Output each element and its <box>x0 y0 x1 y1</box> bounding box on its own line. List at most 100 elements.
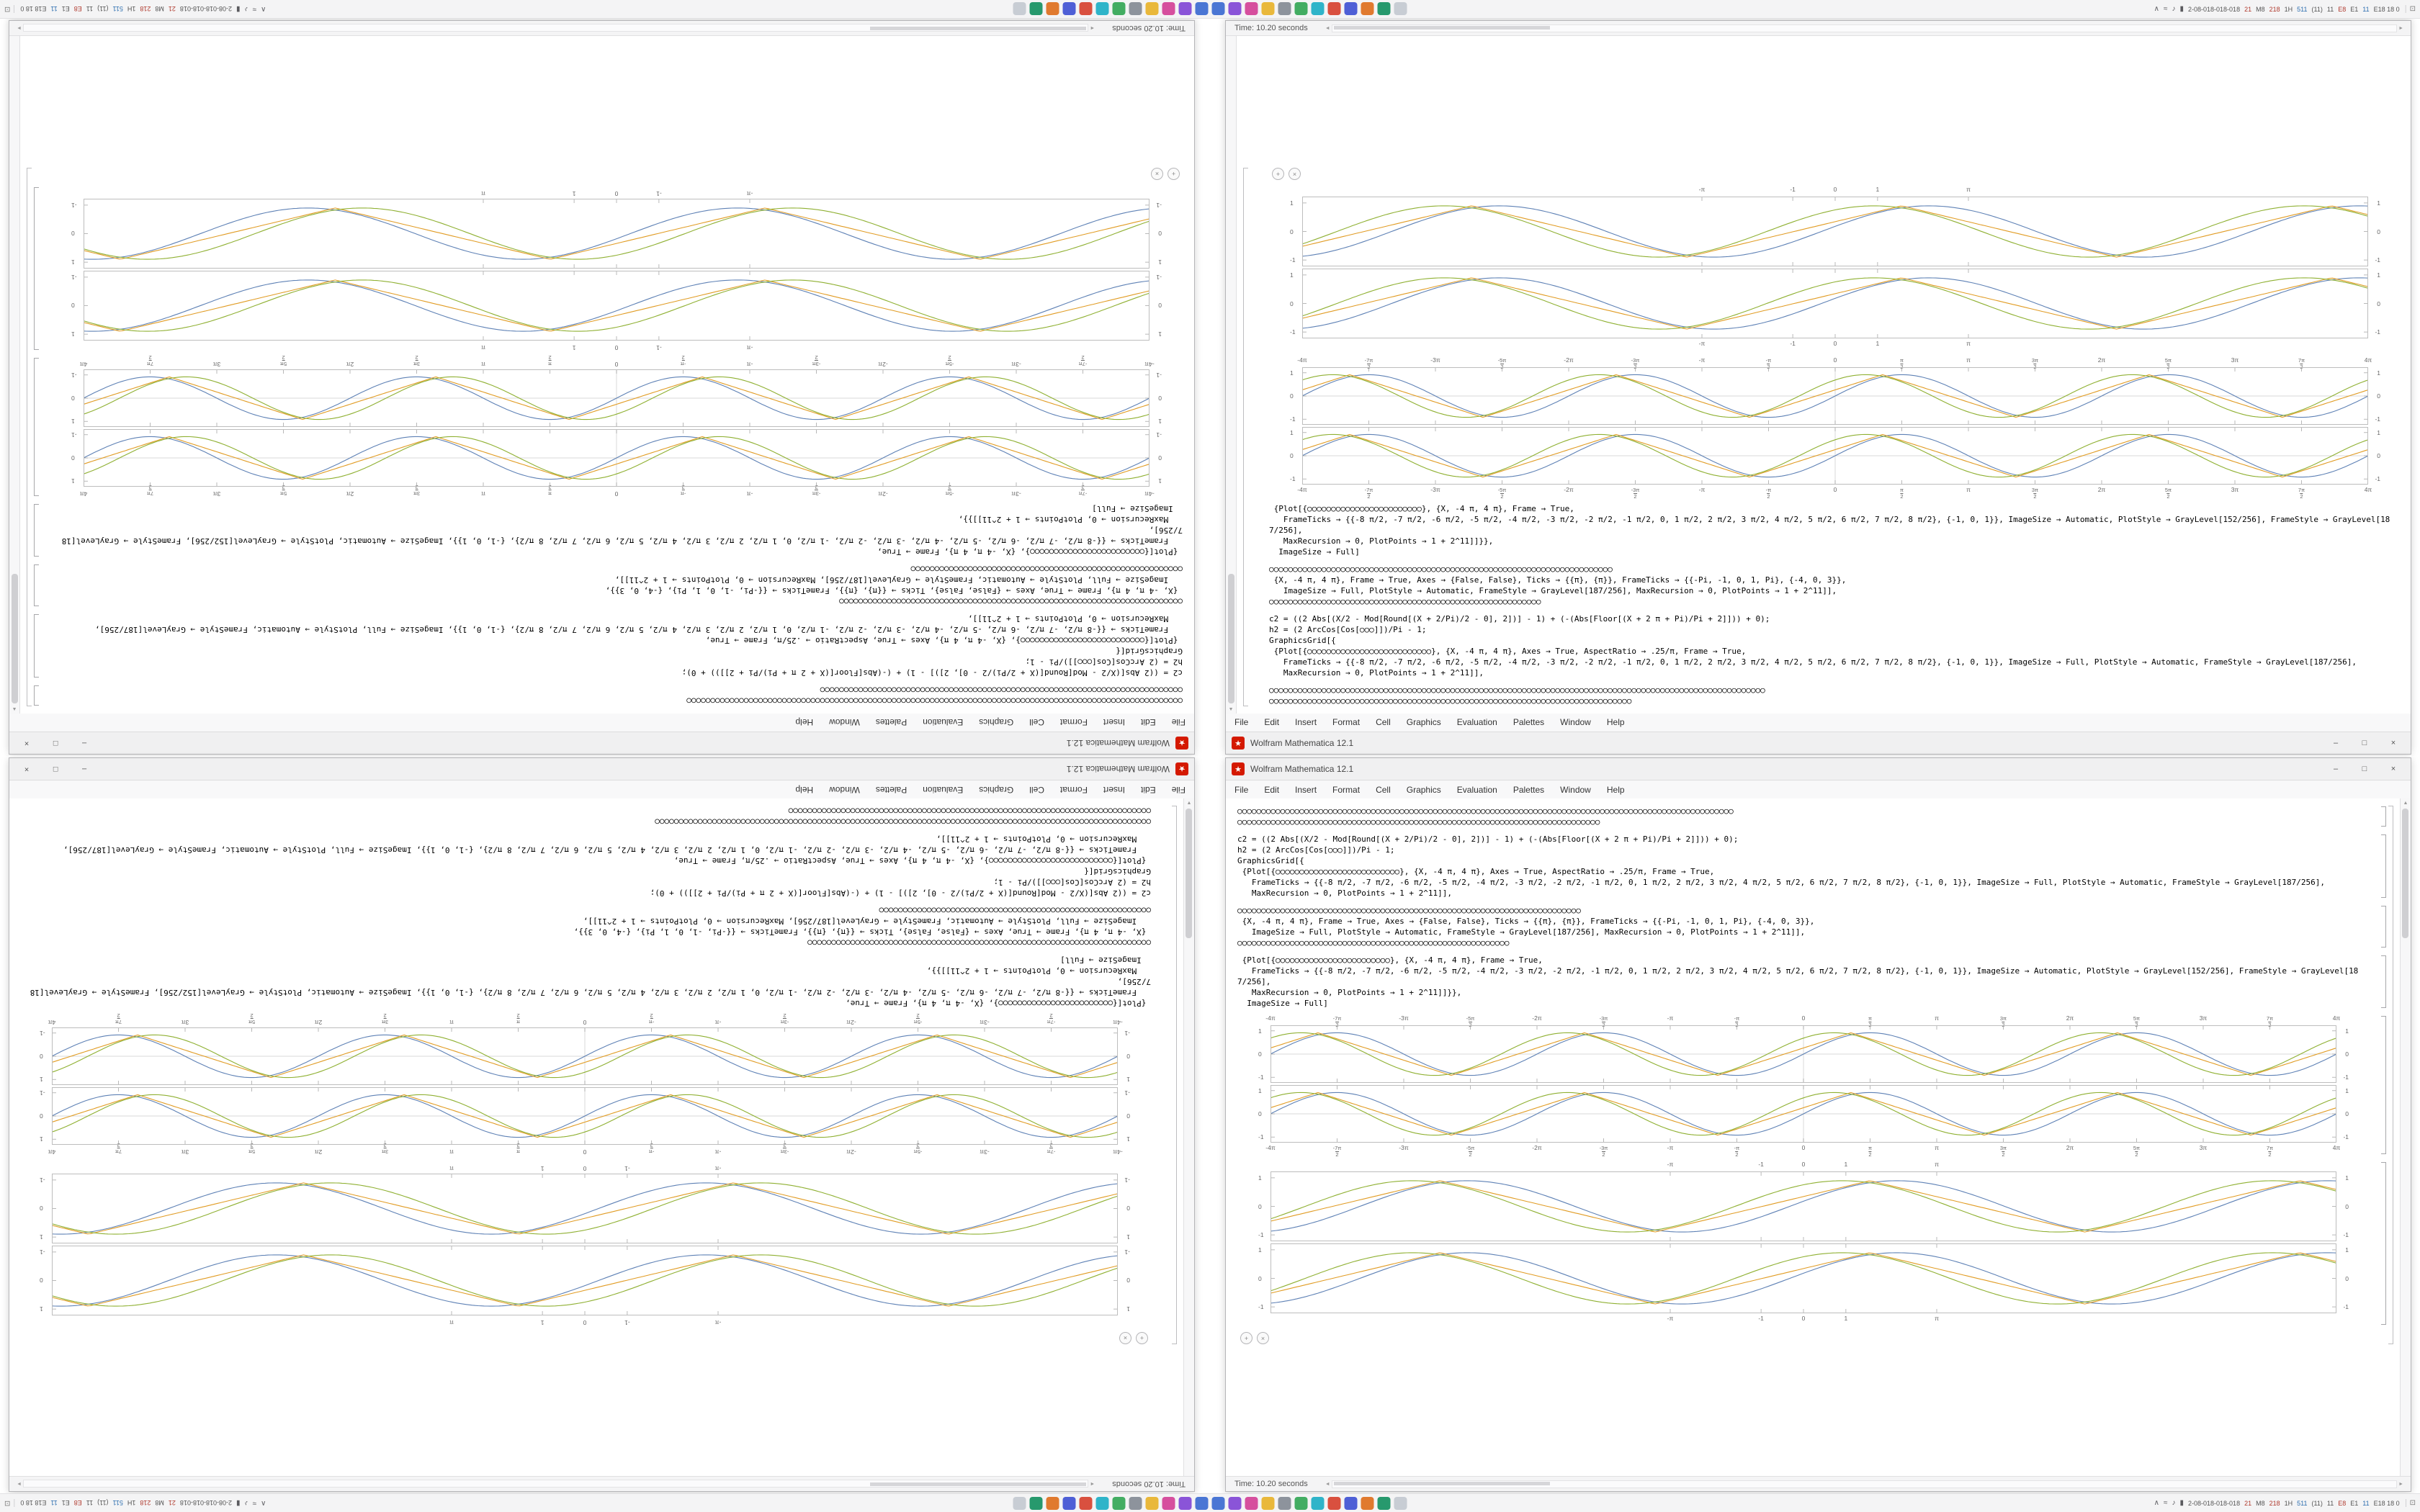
menu-item-file[interactable]: File <box>1171 717 1186 727</box>
input-cell[interactable]: ○○○○○○○○○○○○○○○○○○○○○○○○○○○○○○○○○○○○○○○○… <box>1269 685 2399 706</box>
output-cell-plot-dense[interactable]: -4π -7π 2 -3π -5π 2 -2π -3π 2 -π -π 2 0 π 2 π 3π 2 2π 5π 2 3π… <box>1237 1015 2386 1157</box>
menu-item-help[interactable]: Help <box>1606 785 1625 795</box>
menu-item-palettes[interactable]: Palettes <box>875 717 908 727</box>
maximize-button[interactable]: □ <box>2362 765 2367 773</box>
menu-item-window[interactable]: Window <box>1560 785 1591 795</box>
minimize-button[interactable]: – <box>2333 765 2339 773</box>
app-icon-6[interactable] <box>1294 2 1308 16</box>
notebook-area[interactable]: ○○○○○○○○○○○○○○○○○○○○○○○○○○○○○○○○○○○○○○○○… <box>1226 798 2401 1477</box>
menu-item-edit[interactable]: Edit <box>1140 785 1156 795</box>
input-cell[interactable]: {Plot[{○○○○○○○○○○○○○○○○○○○○○○○○}, {X, -4… <box>21 955 1151 1009</box>
menu-item-evaluation[interactable]: Evaluation <box>923 717 964 727</box>
show-desktop-button[interactable]: ⊡ <box>4 5 15 13</box>
suggestion-close-button[interactable]: × <box>1289 168 1301 180</box>
network-icon[interactable]: ≈ <box>252 1499 257 1507</box>
menu-item-edit[interactable]: Edit <box>1140 717 1156 727</box>
input-cell[interactable]: c2 = ((2 Abs[(X/2 - Mod[Round[(X + 2/Pi)… <box>21 834 1151 899</box>
cell-group-bracket[interactable] <box>27 168 32 706</box>
scrollbar-thumb[interactable] <box>2402 809 2408 938</box>
app-icon-6[interactable] <box>1112 2 1126 16</box>
cell-bracket[interactable] <box>34 187 39 350</box>
menu-item-file[interactable]: File <box>1171 785 1186 795</box>
menu-item-insert[interactable]: Insert <box>1103 717 1125 727</box>
close-button[interactable]: × <box>24 739 30 747</box>
scroll-up-arrow-icon[interactable]: ▲ <box>1186 800 1192 806</box>
menu-item-edit[interactable]: Edit <box>1264 785 1280 795</box>
menu-item-help[interactable]: Help <box>795 717 814 727</box>
network-icon[interactable]: ≈ <box>2164 5 2168 13</box>
input-cell[interactable]: ○○○○○○○○○○○○○○○○○○○○○○○○○○○○○○○○○○○○○○○○… <box>1237 905 2386 948</box>
battery-icon[interactable]: ▮ <box>236 5 241 13</box>
input-cell[interactable]: ○○○○○○○○○○○○○○○○○○○○○○○○○○○○○○○○○○○○○○○○… <box>21 806 1151 827</box>
scroll-left-arrow-icon[interactable]: ◄ <box>1325 1481 1330 1487</box>
scroll-right-arrow-icon[interactable]: ► <box>17 25 22 31</box>
horizontal-scroll-track[interactable] <box>22 24 1089 32</box>
chevron-up-icon[interactable]: ∧ <box>261 5 266 13</box>
cell-bracket[interactable] <box>2381 1162 2386 1325</box>
app-icon-1[interactable] <box>1195 1496 1209 1510</box>
cell-bracket[interactable] <box>2381 1016 2386 1154</box>
app-icon-10[interactable] <box>1046 2 1059 16</box>
notebook-area[interactable]: ○○○○○○○○○○○○○○○○○○○○○○○○○○○○○○○○○○○○○○○○… <box>1236 35 2411 714</box>
volume-icon[interactable]: ♪ <box>244 1499 248 1507</box>
menu-item-evaluation[interactable]: Evaluation <box>923 785 964 795</box>
vertical-scrollbar[interactable]: ▲ <box>2400 798 2411 1477</box>
app-icon-1[interactable] <box>1195 2 1209 16</box>
scroll-right-arrow-icon[interactable]: ► <box>17 1481 22 1487</box>
mathematica-window[interactable]: ★ Wolfram Mathematica 12.1 – □ × File Ed… <box>9 20 1195 755</box>
input-cell[interactable]: c2 = ((2 Abs[(X/2 - Mod[Round[(X + 2/Pi)… <box>1269 613 2399 678</box>
scroll-up-arrow-icon[interactable]: ▲ <box>12 706 17 712</box>
app-icon-7[interactable] <box>1311 2 1325 16</box>
input-cell[interactable]: c2 = ((2 Abs[(X/2 - Mod[Round[(X + 2/Pi)… <box>1237 834 2386 899</box>
app-icon-10[interactable] <box>1361 2 1374 16</box>
menu-item-graphics[interactable]: Graphics <box>979 717 1014 727</box>
app-icon-5[interactable] <box>1278 1496 1291 1510</box>
app-icon-2[interactable] <box>1228 2 1242 16</box>
app-icon-3[interactable] <box>1245 2 1258 16</box>
app-icon-4[interactable] <box>1145 2 1159 16</box>
maximize-button[interactable]: □ <box>2362 739 2367 747</box>
horizontal-scroll-track[interactable] <box>1331 1480 2398 1488</box>
app-icon-11[interactable] <box>1029 1496 1043 1510</box>
input-cell[interactable]: {Plot[{○○○○○○○○○○○○○○○○○○○○○○○○}, {X, -4… <box>1237 955 2386 1009</box>
scrollbar-thumb[interactable] <box>12 574 18 703</box>
app-icon-5[interactable] <box>1278 2 1291 16</box>
app-icon-9[interactable] <box>1344 1496 1358 1510</box>
output-cell-plot-sine[interactable]: -π -1 0 1 π -1 -1 0 0 1 1 -1 -1 0 0 1 1 -π -1 0 1 π <box>21 1161 1151 1326</box>
app-icon-4[interactable] <box>1261 2 1275 16</box>
cell-bracket[interactable] <box>2381 955 2386 1008</box>
output-cell-plot-dense[interactable]: -4π -7π 2 -3π -5π 2 -2π -3π 2 -π -π 2 0 π 2 π 3π 2 2π 5π 2 3π… <box>1269 356 2399 500</box>
output-cell-plot-sine[interactable]: -π -1 0 1 π -1 -1 0 0 1 1 -1 -1 0 0 1 1 -π -1 0 1 π <box>34 186 1183 351</box>
app-icon-8[interactable] <box>1079 1496 1093 1510</box>
app-icon-4[interactable] <box>1145 1496 1159 1510</box>
scroll-left-arrow-icon[interactable]: ◄ <box>1090 1481 1095 1487</box>
mathematica-window-rotated[interactable]: ★ Wolfram Mathematica 12.1 – □ × File Ed… <box>9 757 1195 1492</box>
input-cell[interactable]: c2 = ((2 Abs[(X/2 - Mod[Round[(X + 2/Pi)… <box>34 613 1183 678</box>
app-icon-5[interactable] <box>1129 2 1142 16</box>
menu-item-insert[interactable]: Insert <box>1295 717 1317 727</box>
menu-item-cell[interactable]: Cell <box>1029 717 1044 727</box>
cell-bracket[interactable] <box>2381 906 2386 948</box>
horizontal-scrollbar[interactable]: ◄ ► <box>1325 24 2403 32</box>
cell-bracket[interactable] <box>34 614 39 678</box>
app-icon-1[interactable] <box>1211 2 1225 16</box>
suggestion-add-button[interactable]: + <box>1240 1332 1252 1344</box>
cell-bracket[interactable] <box>2381 834 2386 898</box>
horizontal-scrollbar[interactable]: ◄ ► <box>17 24 1095 32</box>
battery-icon[interactable]: ▮ <box>2179 5 2184 13</box>
menu-item-edit[interactable]: Edit <box>1264 717 1280 727</box>
suggestion-add-button[interactable]: + <box>1136 1332 1148 1344</box>
suggestion-add-button[interactable]: + <box>1168 168 1180 180</box>
menu-item-palettes[interactable]: Palettes <box>1512 717 1545 727</box>
notebook-area[interactable]: ○○○○○○○○○○○○○○○○○○○○○○○○○○○○○○○○○○○○○○○○… <box>9 798 1184 1477</box>
menu-item-format[interactable]: Format <box>1332 785 1361 795</box>
output-cell-plot-dense[interactable]: -4π -7π 2 -3π -5π 2 -2π -3π 2 -π -π 2 0 π 2 π 3π 2 2π 5π 2 3π… <box>34 355 1183 498</box>
app-icon-4[interactable] <box>1261 1496 1275 1510</box>
horizontal-scroll-thumb[interactable] <box>1333 1481 1550 1485</box>
menu-item-evaluation[interactable]: Evaluation <box>1456 717 1497 727</box>
suggestion-close-button[interactable]: × <box>1151 168 1163 180</box>
horizontal-scroll-thumb[interactable] <box>870 27 1087 31</box>
app-icon-11[interactable] <box>1377 1496 1391 1510</box>
app-icon-12[interactable] <box>1013 2 1026 16</box>
vertical-scrollbar[interactable]: ▲ <box>1226 35 1237 714</box>
